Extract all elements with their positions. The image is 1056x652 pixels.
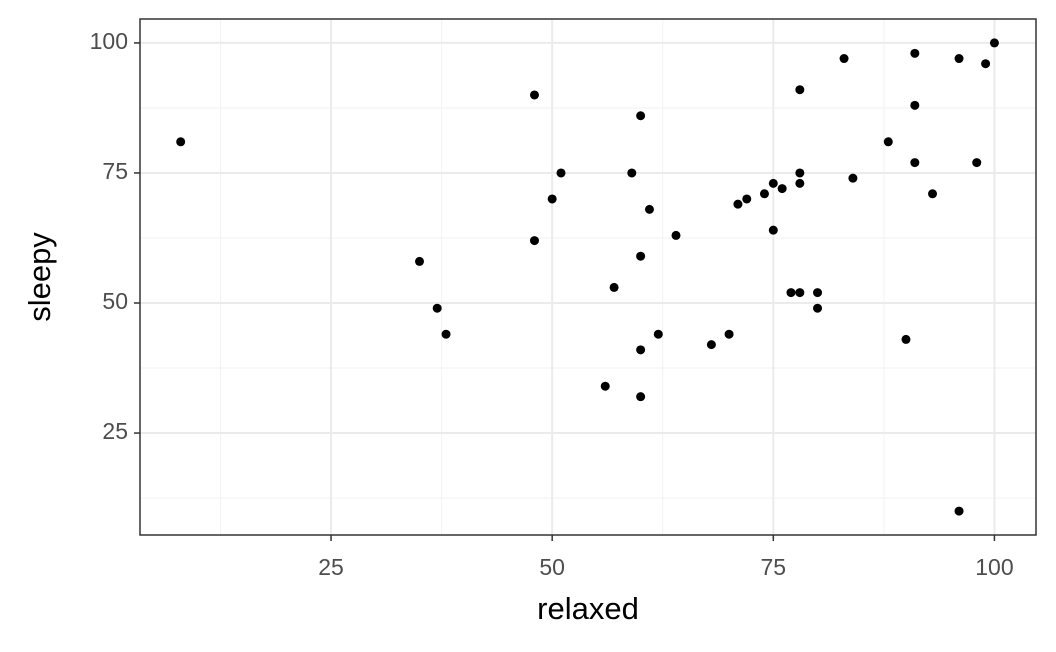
point <box>415 256 425 266</box>
point <box>795 85 805 95</box>
point <box>529 90 539 100</box>
point <box>768 225 778 235</box>
y-tick-label: 100 <box>90 28 128 54</box>
point <box>954 54 964 64</box>
point <box>848 173 858 183</box>
point <box>786 288 796 298</box>
point <box>706 340 716 350</box>
point <box>989 38 999 48</box>
point <box>724 329 734 339</box>
point <box>432 303 442 313</box>
point <box>813 288 823 298</box>
point <box>928 189 938 199</box>
point <box>972 158 982 168</box>
point <box>795 168 805 178</box>
point <box>547 194 557 204</box>
y-tick-label: 50 <box>102 288 128 314</box>
point <box>176 137 186 147</box>
point <box>910 48 920 58</box>
point <box>839 54 849 64</box>
point <box>733 199 743 209</box>
y-tick-label: 75 <box>102 158 128 184</box>
x-axis-title: relaxed <box>537 591 639 626</box>
y-axis-title: sleepy <box>22 232 57 322</box>
point <box>627 168 637 178</box>
x-tick-label: 50 <box>539 554 565 580</box>
point <box>441 329 451 339</box>
panel-border <box>139 18 1037 536</box>
point <box>759 189 769 199</box>
point <box>742 194 752 204</box>
x-tick-label: 75 <box>761 554 787 580</box>
point <box>795 288 805 298</box>
point <box>636 345 646 355</box>
point <box>636 251 646 261</box>
point <box>795 178 805 188</box>
point <box>981 59 991 69</box>
point <box>556 168 566 178</box>
point <box>768 178 778 188</box>
point <box>609 282 619 292</box>
point <box>777 184 787 194</box>
x-tick-label: 100 <box>975 554 1013 580</box>
point <box>600 381 610 391</box>
point <box>883 137 893 147</box>
point <box>954 506 964 516</box>
y-tick-label: 25 <box>102 418 128 444</box>
point <box>901 334 911 344</box>
point <box>813 303 823 313</box>
point <box>653 329 663 339</box>
x-tick-label: 25 <box>318 554 344 580</box>
point <box>636 111 646 121</box>
point <box>671 230 681 240</box>
point <box>910 158 920 168</box>
point <box>644 204 654 214</box>
point <box>910 100 920 110</box>
point <box>636 392 646 402</box>
point <box>529 236 539 246</box>
